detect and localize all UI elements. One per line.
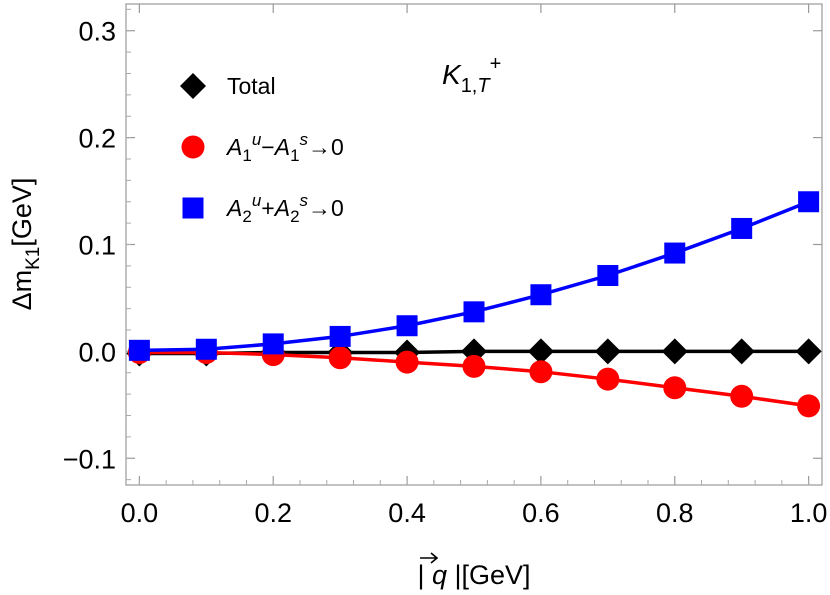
data-point-diamond bbox=[527, 338, 554, 365]
data-point-square bbox=[182, 197, 204, 219]
data-point-square bbox=[731, 217, 753, 239]
data-point-diamond bbox=[728, 338, 755, 365]
y-tick-label: 0.2 bbox=[78, 124, 116, 154]
vector-arrow-icon bbox=[420, 552, 439, 564]
data-point-circle bbox=[181, 135, 205, 159]
series-square bbox=[128, 191, 820, 361]
data-point-square bbox=[798, 191, 820, 213]
y-axis-label: ΔmK1[GeV] bbox=[7, 178, 44, 311]
data-point-diamond bbox=[795, 338, 822, 365]
series-line bbox=[139, 200, 810, 353]
data-point-diamond bbox=[594, 338, 621, 365]
data-point-circle bbox=[328, 346, 352, 370]
data-point-circle bbox=[663, 376, 687, 400]
legend-item: A2u+A2s→0 bbox=[182, 191, 344, 226]
x-tick-label: 0.2 bbox=[254, 498, 292, 528]
x-axis-label: | q |[GeV] bbox=[417, 560, 530, 590]
y-tick-label: 0.0 bbox=[78, 337, 116, 367]
data-point-square bbox=[262, 333, 284, 355]
data-point-square bbox=[329, 325, 351, 347]
data-point-circle bbox=[462, 354, 486, 378]
data-point-circle bbox=[395, 350, 419, 374]
chart-annotation-label: K1,T+ bbox=[442, 53, 501, 97]
data-point-circle bbox=[797, 394, 821, 418]
data-point-square bbox=[396, 315, 418, 337]
data-point-square bbox=[530, 284, 552, 306]
y-tick-label: 0.1 bbox=[78, 231, 116, 261]
data-point-square bbox=[664, 242, 686, 264]
x-tick-label: 0.0 bbox=[121, 498, 159, 528]
data-point-circle bbox=[529, 360, 553, 384]
data-point-square bbox=[128, 339, 150, 361]
chart-annotation: K1,T+ bbox=[442, 53, 501, 97]
legend-label: A1u−A1s→0 bbox=[225, 130, 344, 165]
data-point-diamond bbox=[661, 338, 688, 365]
data-point-square bbox=[195, 338, 217, 360]
legend: Total A1u−A1s→0 A2u+A2s→0 bbox=[180, 73, 344, 226]
x-tick-label: 0.4 bbox=[388, 498, 426, 528]
x-tick-label: 0.8 bbox=[656, 498, 694, 528]
y-tick-label: −0.1 bbox=[63, 444, 116, 474]
legend-label: Total bbox=[227, 73, 276, 99]
axes: 0.0 0.2 0.4 0.6 0.8 1.0−0.10.00.10.20.3| q |[… bbox=[7, 4, 827, 590]
data-point-circle bbox=[596, 367, 620, 391]
data-point-square bbox=[597, 264, 619, 286]
data-series bbox=[126, 191, 822, 418]
data-point-circle bbox=[730, 384, 754, 408]
data-point-diamond bbox=[180, 73, 206, 99]
x-tick-label: 1.0 bbox=[790, 498, 828, 528]
x-tick-label: 0.6 bbox=[522, 498, 560, 528]
y-tick-label: 0.3 bbox=[78, 17, 116, 47]
data-point-square bbox=[463, 301, 485, 323]
legend-item: Total bbox=[180, 73, 276, 99]
legend-item: A1u−A1s→0 bbox=[181, 130, 344, 165]
legend-label: A2u+A2s→0 bbox=[225, 191, 344, 226]
